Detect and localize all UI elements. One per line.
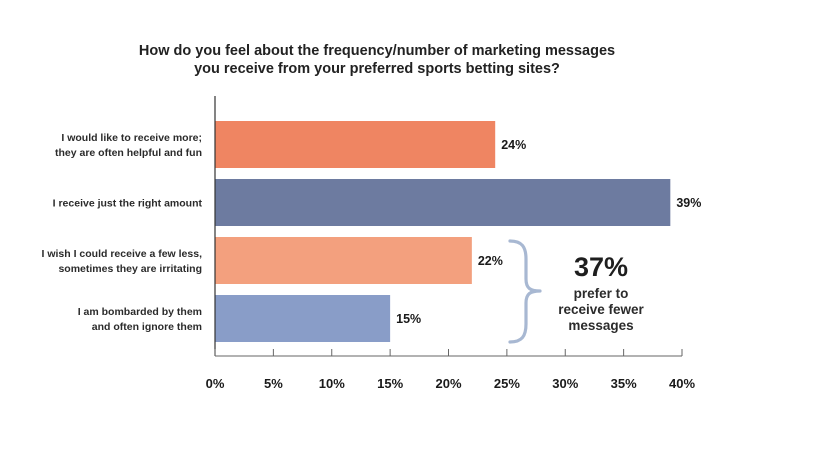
callout-text: receive fewer <box>558 302 644 317</box>
category-label: I am bombarded by them <box>78 306 202 318</box>
title-line: How do you feel about the frequency/numb… <box>139 43 615 59</box>
callout-text: prefer to <box>574 286 629 301</box>
category-label: I receive just the right amount <box>53 198 203 210</box>
bar <box>215 237 472 284</box>
x-tick-label: 20% <box>435 376 461 391</box>
x-tick-label: 35% <box>611 376 637 391</box>
category-label: I wish I could receive a few less, <box>42 248 203 260</box>
x-tick-label: 40% <box>669 376 695 391</box>
bar <box>215 179 671 226</box>
bar <box>215 295 391 342</box>
title-line: you receive from your preferred sports b… <box>194 61 560 77</box>
brace <box>508 239 542 344</box>
x-tick-label: 30% <box>552 376 578 391</box>
chart-title: How do you feel about the frequency/numb… <box>139 43 615 77</box>
bar <box>215 121 496 168</box>
data-label: 15% <box>396 312 421 326</box>
x-tick-label: 10% <box>319 376 345 391</box>
data-label: 39% <box>676 196 701 210</box>
x-axis: 0% 5% 10% 15% 20% 25% 30% 35% 40% <box>206 96 695 391</box>
x-tick-label: 15% <box>377 376 403 391</box>
category-label: and often ignore them <box>92 321 202 333</box>
x-tick-label: 5% <box>264 376 283 391</box>
callout-text: messages <box>568 318 633 333</box>
data-label: 22% <box>478 254 503 268</box>
category-label: sometimes they are irritating <box>58 263 202 275</box>
x-tick-label: 25% <box>494 376 520 391</box>
x-tick-label: 0% <box>206 376 225 391</box>
data-label: 24% <box>501 138 526 152</box>
bars: I would like to receive more; they are of… <box>42 121 701 342</box>
callout-percent: 37% <box>574 252 628 282</box>
category-label: they are often helpful and fun <box>55 147 202 159</box>
category-label: I would like to receive more; <box>61 132 202 144</box>
